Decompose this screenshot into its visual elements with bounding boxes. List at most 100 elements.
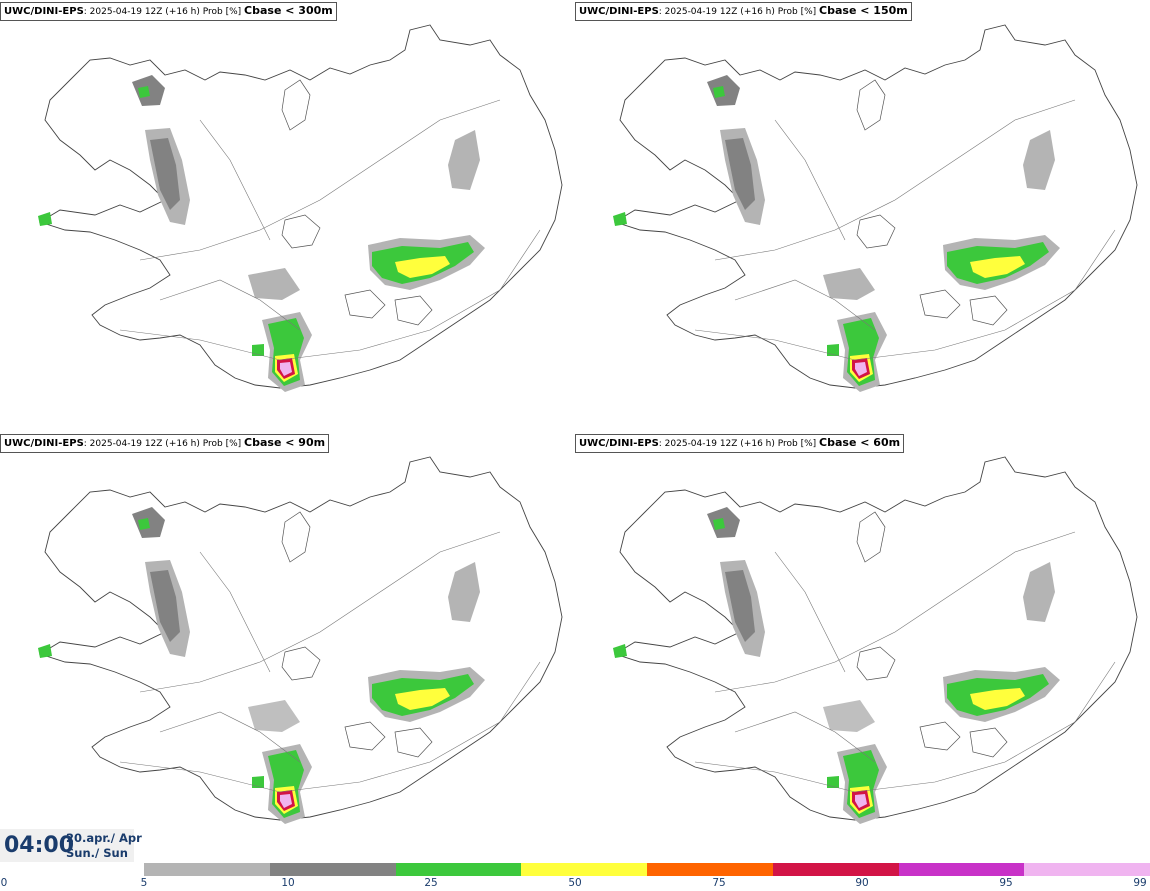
lake-outline xyxy=(856,646,896,681)
probability-area xyxy=(713,518,725,530)
lake-outline xyxy=(344,289,386,319)
road-line xyxy=(694,229,1116,361)
lake-outline xyxy=(394,727,433,758)
probability-area xyxy=(855,362,867,376)
probability-area xyxy=(395,688,450,710)
iceland-map xyxy=(613,456,1138,824)
probability-area xyxy=(252,344,264,356)
lake-outline xyxy=(281,646,321,681)
iceland-map xyxy=(38,456,563,824)
legend-tick: 95 xyxy=(999,877,1013,889)
panel-title: UWC/DINI-EPS: 2025-04-19 12Z (+16 h) Pro… xyxy=(575,2,912,21)
probability-area xyxy=(613,212,627,226)
road-line xyxy=(119,661,541,793)
legend-swatch-95-99 xyxy=(898,863,1025,876)
road-line xyxy=(694,661,1116,793)
color-legend-bar xyxy=(144,863,1150,876)
probability-area xyxy=(138,86,150,98)
probability-area xyxy=(1023,130,1055,190)
legend-tick: 5 xyxy=(140,877,148,889)
probability-area xyxy=(248,268,300,300)
legend-tick: 10 xyxy=(281,877,295,889)
legend-swatch-5-10 xyxy=(144,863,270,876)
road-line xyxy=(159,711,301,763)
probability-area xyxy=(970,688,1025,710)
probability-area xyxy=(150,570,180,642)
road-line xyxy=(139,99,501,261)
legend-swatch-75-90 xyxy=(647,863,773,876)
probability-area xyxy=(713,86,725,98)
probability-area xyxy=(1023,562,1055,622)
legend-tick: 50 xyxy=(568,877,582,889)
probability-area xyxy=(823,700,875,732)
valid-date-line1: 20.apr./ Apr xyxy=(66,831,142,845)
probability-area xyxy=(448,130,480,190)
road-line xyxy=(734,279,876,331)
lake-outline xyxy=(856,511,886,563)
iceland-map xyxy=(613,24,1138,392)
road-line xyxy=(199,551,271,673)
probability-area xyxy=(613,644,627,658)
coastline xyxy=(613,24,1138,389)
probability-area xyxy=(280,794,292,808)
lake-outline xyxy=(856,79,886,131)
probability-area xyxy=(150,138,180,210)
probability-area xyxy=(855,794,867,808)
probability-area xyxy=(725,138,755,210)
road-line xyxy=(734,711,876,763)
probability-area xyxy=(38,212,52,226)
legend-swatch-50-75 xyxy=(521,863,647,876)
probability-area xyxy=(827,344,839,356)
probability-area xyxy=(395,256,450,278)
probability-area xyxy=(725,570,755,642)
probability-area xyxy=(970,256,1025,278)
map-panel-4: UWC/DINI-EPS: 2025-04-19 12Z (+16 h) Pro… xyxy=(575,432,1150,862)
lake-outline xyxy=(344,721,386,751)
road-line xyxy=(774,551,846,673)
legend-tick: 0 xyxy=(0,877,8,889)
map-panel-2: UWC/DINI-EPS: 2025-04-19 12Z (+16 h) Pro… xyxy=(575,0,1150,430)
lake-outline xyxy=(394,295,433,326)
iceland-map xyxy=(38,24,563,392)
legend-swatch-90-95 xyxy=(772,863,899,876)
lake-outline xyxy=(969,295,1008,326)
valid-time: 04:00 xyxy=(4,833,75,858)
panel-title: UWC/DINI-EPS: 2025-04-19 12Z (+16 h) Pro… xyxy=(0,2,337,21)
probability-area xyxy=(448,562,480,622)
probability-area xyxy=(823,268,875,300)
lake-outline xyxy=(281,511,311,563)
coastline xyxy=(613,456,1138,821)
road-line xyxy=(119,229,541,361)
legend-tick: 75 xyxy=(712,877,726,889)
road-line xyxy=(139,531,501,693)
probability-area xyxy=(827,776,839,788)
road-line xyxy=(714,531,1076,693)
legend-swatch-99 xyxy=(1024,863,1150,876)
probability-area xyxy=(38,644,52,658)
road-line xyxy=(159,279,301,331)
valid-date-line2: Sun./ Sun xyxy=(66,846,128,860)
probability-area xyxy=(248,700,300,732)
valid-time-box: 04:00 20.apr./ Apr Sun./ Sun xyxy=(0,829,142,862)
road-line xyxy=(714,99,1076,261)
lake-outline xyxy=(919,289,961,319)
map-panel-1: UWC/DINI-EPS: 2025-04-19 12Z (+16 h) Pro… xyxy=(0,0,575,430)
legend-tick: 99 xyxy=(1133,877,1147,889)
probability-area xyxy=(252,776,264,788)
legend-tick: 90 xyxy=(855,877,869,889)
lake-outline xyxy=(281,79,311,131)
map-panel-3: UWC/DINI-EPS: 2025-04-19 12Z (+16 h) Pro… xyxy=(0,432,575,862)
legend-swatch-10-25 xyxy=(269,863,396,876)
coastline xyxy=(38,24,563,389)
probability-area xyxy=(138,518,150,530)
road-line xyxy=(199,119,271,241)
lake-outline xyxy=(856,214,896,249)
panel-title: UWC/DINI-EPS: 2025-04-19 12Z (+16 h) Pro… xyxy=(575,434,905,453)
lake-outline xyxy=(281,214,321,249)
lake-outline xyxy=(919,721,961,751)
road-line xyxy=(774,119,846,241)
panel-title: UWC/DINI-EPS: 2025-04-19 12Z (+16 h) Pro… xyxy=(0,434,330,453)
legend-tick: 25 xyxy=(424,877,438,889)
probability-area xyxy=(280,362,292,376)
coastline xyxy=(38,456,563,821)
